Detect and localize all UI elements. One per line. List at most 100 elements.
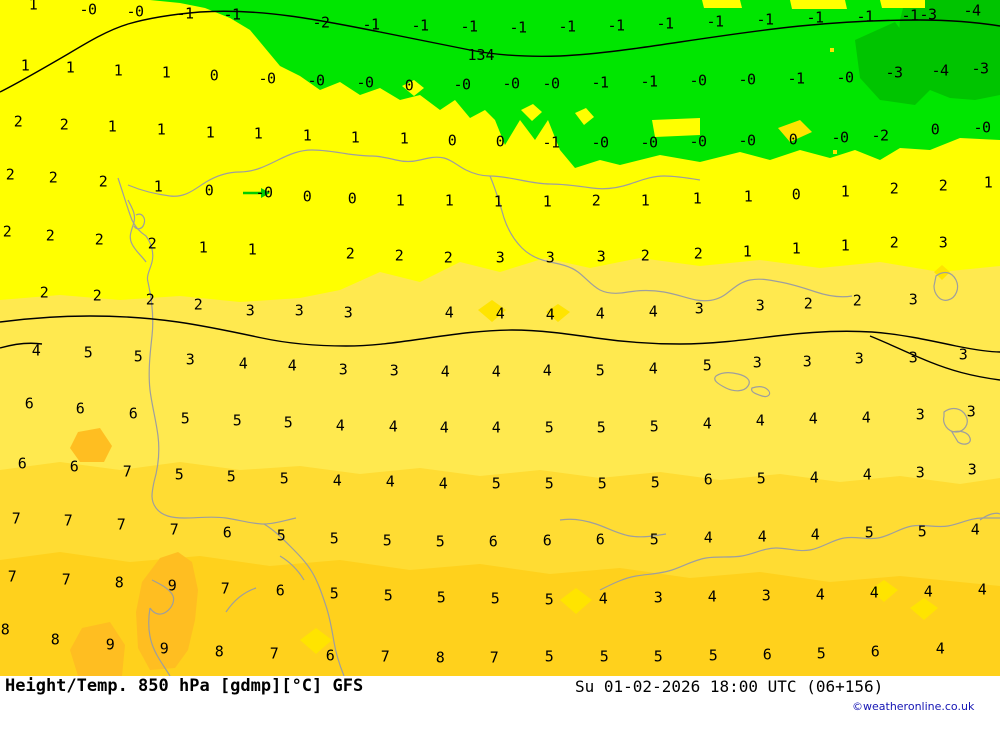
temperature-value-label: 4 [491, 362, 501, 381]
temperature-value-label: -1 [591, 73, 609, 92]
temperature-value-label: 5 [180, 409, 190, 428]
footer-bar: Height/Temp. 850 hPa [gdmp][°C] GFS Su 0… [0, 676, 1000, 733]
temperature-value-label: 3 [967, 460, 977, 479]
page-title: Height/Temp. 850 hPa [gdmp][°C] GFS [5, 676, 364, 696]
temperature-value-label: 3 [755, 296, 765, 315]
temperature-value-label: -1 [509, 18, 527, 37]
temperature-value-label: -4 [931, 61, 949, 80]
temperature-value-label: 5 [232, 411, 242, 430]
temperature-value-label: -1 [176, 4, 194, 23]
yellow-intrusion-d [402, 80, 424, 96]
temperature-value-label: 1 [743, 187, 753, 206]
temperature-value-label: 2 [443, 248, 453, 267]
temperature-value-label: 1 [692, 189, 702, 208]
temperature-value-label: -0 [591, 133, 609, 152]
temperature-value-label: 3 [958, 345, 968, 364]
temperature-value-label: 5 [650, 473, 660, 492]
temperature-value-label: 2 [147, 234, 157, 253]
temperature-value-label: 3 [653, 588, 663, 607]
temperature-value-label: 1 [28, 0, 38, 14]
temperature-value-label: 2 [803, 294, 813, 313]
temperature-value-label: -0 [831, 128, 849, 147]
temperature-value-label: 5 [816, 644, 826, 663]
temperature-value-label: -3 [971, 59, 989, 78]
temperature-value-label: 4 [439, 418, 449, 437]
temperature-value-label: 1 [840, 236, 850, 255]
temperature-value-label: 9 [105, 635, 115, 654]
temperature-value-label: 8 [435, 648, 445, 667]
temperature-value-label: -1 [607, 16, 625, 35]
temperature-value-label: 7 [122, 462, 132, 481]
temperature-value-label: 1 [65, 58, 75, 77]
temperature-value-label: -0 [502, 74, 520, 93]
temperature-value-label: 3 [545, 248, 555, 267]
flow-arrow-icon [243, 188, 270, 198]
temperature-value-label: -0 [453, 75, 471, 94]
temperature-value-label: 1 [840, 182, 850, 201]
temperature-value-label: 0 [447, 131, 457, 150]
temperature-value-label: 5 [596, 418, 606, 437]
temperature-value-label: 6 [128, 404, 138, 423]
temperature-value-label: 2 [345, 244, 355, 263]
temperature-value-label: 2 [59, 115, 69, 134]
temperature-value-label: 0 [788, 130, 798, 149]
temperature-value-label: 3 [596, 247, 606, 266]
temperature-value-label: 4 [703, 528, 713, 547]
temperature-value-label: 5 [653, 647, 663, 666]
temperature-value-label: 5 [708, 646, 718, 665]
temperature-value-label: 7 [269, 644, 279, 663]
temperature-value-label: 1 [205, 123, 215, 142]
temperature-value-label: 2 [889, 179, 899, 198]
temperature-value-label: 4 [757, 527, 767, 546]
temperature-value-label: -1 [640, 72, 658, 91]
temperature-value-label: 3 [802, 352, 812, 371]
map-graphics [0, 0, 1000, 676]
temperature-value-label: 6 [703, 470, 713, 489]
temperature-value-label: 1 [542, 192, 552, 211]
temperature-value-label: 3 [752, 353, 762, 372]
temperature-value-label: -0 [738, 131, 756, 150]
temperature-value-label: 2 [98, 172, 108, 191]
temperature-value-label: -0 [126, 2, 144, 21]
temperature-value-label: 4 [808, 409, 818, 428]
temperature-value-label: 1 [153, 177, 163, 196]
temperature-value-label: 5 [864, 523, 874, 542]
temperature-value-label: 1 [493, 192, 503, 211]
temperature-value-label: 5 [383, 586, 393, 605]
temperature-value-label: 8 [0, 620, 10, 639]
temperature-value-label: 5 [329, 584, 339, 603]
temperature-value-label: 3 [908, 290, 918, 309]
temperature-value-label: 4 [238, 354, 248, 373]
temperature-value-label: 7 [7, 567, 17, 586]
temperature-value-label: 4 [862, 465, 872, 484]
temperature-value-label: 6 [325, 646, 335, 665]
temperature-value-label: 6 [222, 523, 232, 542]
temperature-value-label: 5 [917, 522, 927, 541]
temperature-value-label: -1 [411, 16, 429, 35]
temperature-value-label: 8 [214, 642, 224, 661]
temperature-value-label: 4 [648, 302, 658, 321]
temperature-value-label: 4 [861, 408, 871, 427]
temperature-value-label: 3 [495, 248, 505, 267]
local-extreme-markers [300, 300, 938, 654]
temperature-value-label: 0 [204, 181, 214, 200]
yellow-intrusion-a [702, 0, 742, 8]
temperature-value-label: 1 [742, 242, 752, 261]
temperature-value-label: -0 [258, 69, 276, 88]
temperature-value-label: -3 [885, 63, 903, 82]
temperature-value-label: -4 [963, 1, 981, 20]
temperature-value-label: 6 [595, 530, 605, 549]
temperature-value-label: 1 [983, 173, 993, 192]
temperature-value-label: 7 [63, 511, 73, 530]
temperature-value-label: 5 [283, 413, 293, 432]
temperature-value-label: 8 [114, 573, 124, 592]
temperature-value-label: -1 [542, 133, 560, 152]
map-canvas[interactable]: -0 -0 -1 -1 -2 -1 -1 -1 -1 -1 -1 -1 -1 -1 -1 -1 -1 -3 -4 1 1… [0, 0, 1000, 676]
temperature-value-label: 3 [915, 463, 925, 482]
temperature-value-label: 5 [276, 526, 286, 545]
temperature-value-label: -1 [787, 69, 805, 88]
temperature-value-label: 6 [17, 454, 27, 473]
temperature-value-label: 4 [438, 474, 448, 493]
temperature-value-label: 4 [444, 303, 454, 322]
temperature-value-label: 0 [404, 76, 414, 95]
